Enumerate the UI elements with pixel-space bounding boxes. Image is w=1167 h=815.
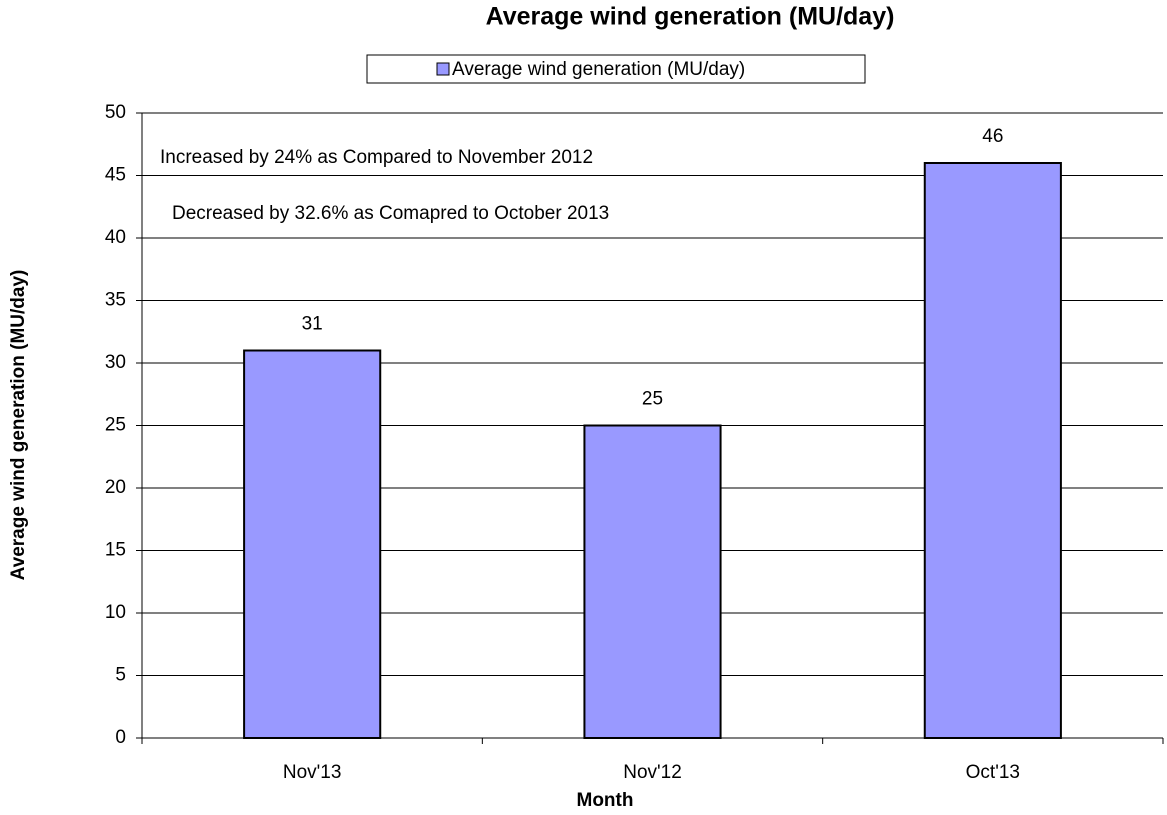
annotation: Decreased by 32.6% as Comapred to Octobe… — [172, 203, 609, 224]
bar — [243, 349, 382, 739]
legend-box — [366, 54, 866, 84]
chart-title: Average wind generation (MU/day) — [486, 3, 895, 31]
y-tick-label: 0 — [115, 727, 126, 748]
x-tick-label: Nov'13 — [283, 762, 342, 783]
legend-label: Average wind generation (MU/day) — [452, 59, 745, 80]
y-axis-label: Average wind generation (MU/day) — [8, 270, 29, 581]
y-tick-label: 20 — [105, 477, 126, 498]
x-tick-label: Oct'13 — [966, 762, 1020, 783]
data-label: 31 — [302, 314, 323, 335]
data-label: 25 — [642, 389, 663, 410]
y-tick-label: 5 — [115, 665, 126, 686]
x-tick-label: Nov'12 — [623, 762, 682, 783]
y-tick-label: 45 — [105, 165, 126, 186]
legend-swatch — [436, 62, 450, 76]
bar — [923, 162, 1062, 739]
y-tick-label: 15 — [105, 540, 126, 561]
annotation: Increased by 24% as Compared to November… — [160, 147, 593, 168]
y-tick-label: 35 — [105, 290, 126, 311]
bar — [583, 424, 722, 739]
y-tick-label: 30 — [105, 352, 126, 373]
data-label: 46 — [982, 126, 1003, 147]
y-tick-label: 10 — [105, 602, 126, 623]
y-tick-label: 25 — [105, 415, 126, 436]
y-tick-label: 40 — [105, 227, 126, 248]
y-tick-label: 50 — [105, 102, 126, 123]
x-axis-label: Month — [577, 790, 634, 811]
